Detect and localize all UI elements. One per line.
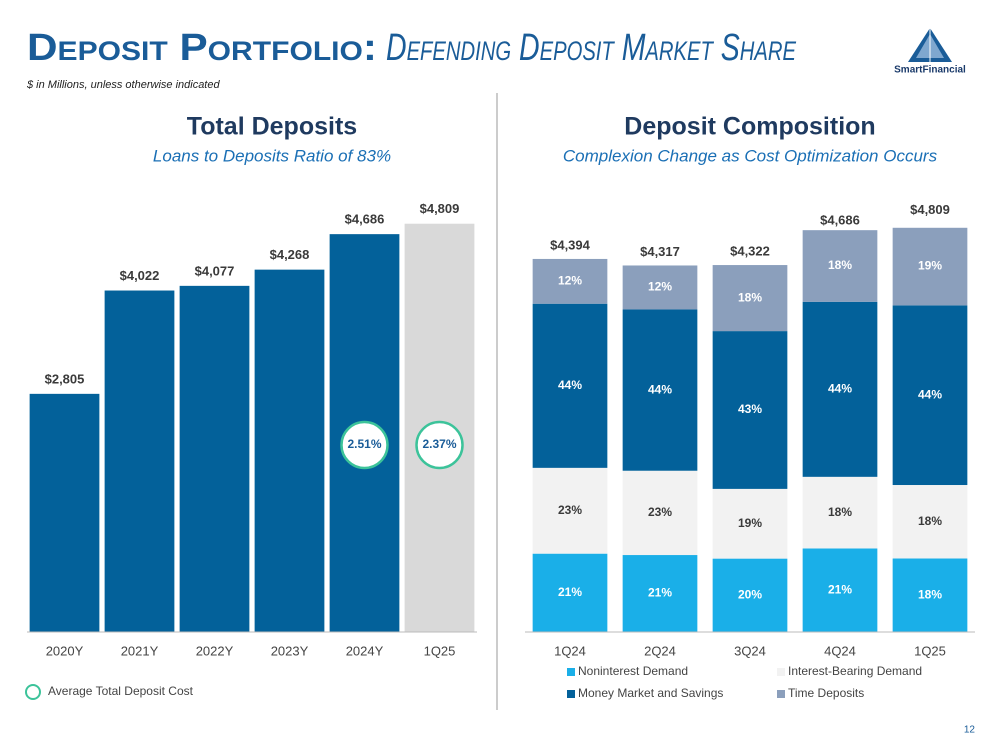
segment-label: 23% — [648, 505, 672, 519]
x-tick-label: 2022Y — [196, 643, 234, 658]
chart-title: Total Deposits — [187, 113, 357, 141]
segment-label: 44% — [648, 382, 672, 396]
x-tick-label: 2023Y — [271, 643, 309, 658]
cost-marker — [415, 420, 464, 470]
bar-segment — [802, 476, 878, 549]
slide-title-rest: Defending Deposit Market Share — [386, 27, 797, 69]
segment-label: 44% — [828, 381, 852, 395]
value-label: $4,686 — [345, 212, 385, 227]
segment-label: 43% — [738, 402, 762, 416]
legend-swatch — [777, 690, 785, 698]
legend-swatch — [777, 668, 785, 676]
x-tick-label: 2Q24 — [644, 643, 676, 658]
bar-segment — [532, 553, 608, 632]
x-tick-label: 1Q25 — [424, 643, 456, 658]
value-label: $4,268 — [270, 247, 310, 262]
segment-label: 18% — [828, 505, 852, 519]
bar-segment — [892, 558, 968, 632]
x-tick-label: 2021Y — [121, 643, 159, 658]
x-tick-label: 2024Y — [346, 643, 384, 658]
legend-label: Money Market and Savings — [578, 686, 723, 700]
total-label: $4,322 — [730, 243, 770, 258]
segment-label: 12% — [558, 273, 582, 287]
value-label: $4,809 — [420, 201, 460, 216]
cost-marker — [340, 420, 389, 470]
bar-segment — [532, 303, 608, 468]
legend-marker — [25, 684, 41, 700]
segment-label: 12% — [648, 280, 672, 294]
bar-segment — [622, 309, 698, 471]
slide-subtitle: $ in Millions, unless otherwise indicate… — [26, 79, 220, 91]
bar-segment — [892, 227, 968, 306]
cost-label: 2.37% — [422, 437, 456, 451]
logo-icon — [908, 28, 952, 62]
bar — [254, 269, 325, 632]
x-tick-label: 4Q24 — [824, 643, 856, 658]
bar-segment — [712, 558, 788, 632]
segment-label: 23% — [558, 503, 582, 517]
x-tick-label: 3Q24 — [734, 643, 766, 658]
segment-label: 21% — [828, 582, 852, 596]
legend-label: Interest-Bearing Demand — [788, 664, 922, 678]
segment-label: 19% — [918, 259, 942, 273]
chart-subtitle: Complexion Change as Cost Optimization O… — [563, 146, 938, 165]
legend-swatch — [567, 690, 575, 698]
bar-segment — [802, 548, 878, 632]
bar — [29, 393, 100, 632]
segment-label: 18% — [828, 258, 852, 272]
bar-segment — [892, 485, 968, 559]
bar — [104, 290, 175, 632]
total-label: $4,686 — [820, 213, 860, 228]
chart-subtitle: Loans to Deposits Ratio of 83% — [153, 146, 391, 165]
segment-label: 19% — [738, 516, 762, 530]
x-tick-label: 2020Y — [46, 643, 84, 658]
bar-segment — [712, 265, 788, 332]
segment-label: 21% — [648, 586, 672, 600]
value-label: $2,805 — [45, 371, 85, 386]
cost-label: 2.51% — [347, 437, 381, 451]
bar-segment — [622, 555, 698, 632]
bar-segment — [892, 305, 968, 486]
slide-title: Deposit Portfolio: — [27, 27, 377, 69]
bar — [179, 285, 250, 632]
segment-label: 18% — [918, 514, 942, 528]
bar-segment — [802, 301, 878, 477]
legend-label: Time Deposits — [788, 686, 864, 700]
bar-segment — [712, 331, 788, 489]
x-tick-label: 1Q24 — [554, 643, 586, 658]
total-label: $4,317 — [640, 244, 680, 259]
segment-label: 18% — [738, 290, 762, 304]
bar-segment — [802, 230, 878, 302]
bar-segment — [532, 258, 608, 304]
segment-label: 44% — [918, 387, 942, 401]
bar-segment — [532, 467, 608, 554]
legend-label: Average Total Deposit Cost — [48, 684, 194, 698]
logo-text: SmartFinancial — [894, 65, 966, 76]
total-label: $4,394 — [550, 237, 591, 252]
segment-label: 20% — [738, 587, 762, 601]
x-tick-label: 1Q25 — [914, 643, 946, 658]
bar-segment — [622, 470, 698, 556]
value-label: $4,022 — [120, 268, 160, 283]
total-label: $4,809 — [910, 202, 950, 217]
segment-label: 21% — [558, 585, 582, 599]
chart-title: Deposit Composition — [624, 113, 875, 141]
value-label: $4,077 — [195, 263, 235, 278]
legend-label: Noninterest Demand — [578, 664, 688, 678]
segment-label: 18% — [918, 587, 942, 601]
bar-segment — [622, 265, 698, 310]
bar-segment — [712, 488, 788, 559]
legend-swatch — [567, 668, 575, 676]
page-number: 12 — [964, 725, 976, 736]
segment-label: 44% — [558, 378, 582, 392]
